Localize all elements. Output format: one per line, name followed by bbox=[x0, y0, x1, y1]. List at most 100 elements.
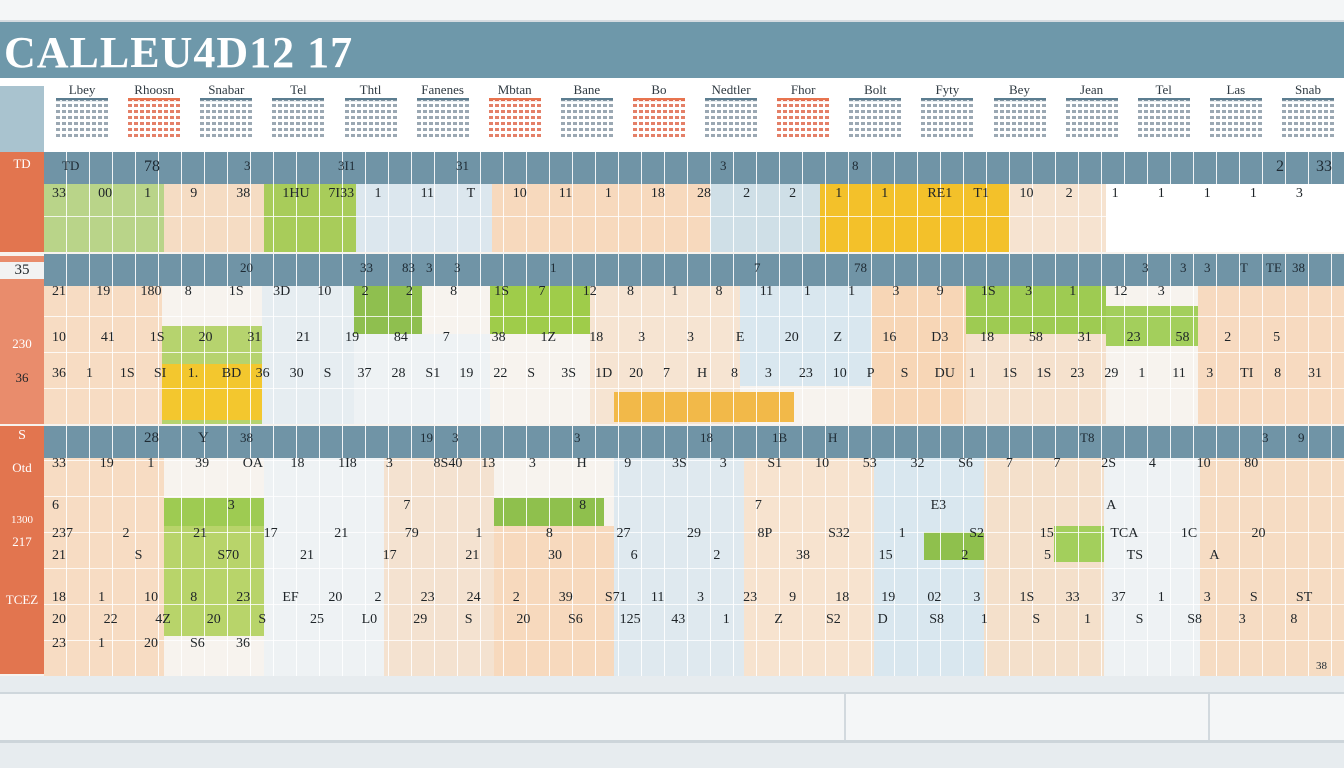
day-number[interactable]: 31 bbox=[1308, 366, 1323, 381]
day-number[interactable]: 38 bbox=[491, 330, 506, 345]
day-number[interactable]: 8 bbox=[579, 498, 587, 513]
day-number[interactable]: 30 bbox=[289, 366, 304, 381]
day-number[interactable]: 00 bbox=[98, 186, 113, 201]
day-number[interactable]: 11 bbox=[1172, 366, 1186, 381]
day-number[interactable]: 7 bbox=[403, 498, 411, 513]
day-number[interactable]: S71 bbox=[604, 590, 627, 605]
day-number[interactable]: Z bbox=[833, 330, 843, 345]
month-column[interactable]: Las bbox=[1206, 78, 1266, 152]
day-number[interactable]: 1 bbox=[85, 366, 93, 381]
day-number[interactable]: L0 bbox=[361, 612, 378, 627]
day-number[interactable]: 19 bbox=[99, 456, 114, 471]
day-number[interactable]: D3 bbox=[931, 330, 949, 345]
day-number[interactable]: 1 bbox=[1157, 186, 1165, 201]
day-number[interactable]: 7 bbox=[1053, 456, 1061, 471]
day-number[interactable]: 1 bbox=[98, 590, 106, 605]
day-number[interactable]: T bbox=[466, 186, 476, 201]
day-number[interactable]: 2S bbox=[1101, 456, 1117, 471]
day-number[interactable]: 30 bbox=[548, 548, 562, 563]
day-number[interactable]: 10 bbox=[1019, 186, 1034, 201]
day-number[interactable]: 4 bbox=[1148, 456, 1156, 471]
day-number[interactable]: 1HU bbox=[282, 186, 310, 201]
day-number[interactable]: A bbox=[1106, 498, 1117, 513]
day-number[interactable]: 1 bbox=[1157, 590, 1165, 605]
day-number[interactable]: 1 bbox=[881, 186, 889, 201]
day-number[interactable]: S bbox=[1135, 612, 1144, 627]
day-number[interactable]: A bbox=[1209, 548, 1220, 563]
day-number[interactable]: 58 bbox=[1028, 330, 1043, 345]
day-number[interactable]: 1 bbox=[835, 186, 843, 201]
day-number[interactable]: 12 bbox=[582, 284, 597, 299]
month-column[interactable]: Thtl bbox=[341, 78, 401, 152]
day-number[interactable]: 2 bbox=[361, 284, 369, 299]
month-column[interactable]: Rhoosn bbox=[124, 78, 184, 152]
day-number[interactable]: 21 bbox=[334, 526, 349, 541]
day-number[interactable]: 21 bbox=[465, 548, 480, 563]
day-number[interactable]: 1. bbox=[187, 366, 199, 381]
day-number[interactable]: 23 bbox=[420, 590, 435, 605]
day-number[interactable]: 2 bbox=[122, 526, 130, 541]
month-column[interactable]: Nedtler bbox=[701, 78, 761, 152]
day-number[interactable]: TI bbox=[1240, 366, 1254, 381]
day-number[interactable]: S bbox=[1032, 612, 1041, 627]
day-number[interactable]: 3 bbox=[385, 456, 393, 471]
day-number[interactable]: 20 bbox=[784, 330, 799, 345]
day-number[interactable]: S bbox=[258, 612, 267, 627]
day-number[interactable]: 2 bbox=[743, 186, 751, 201]
day-number[interactable]: 8 bbox=[627, 284, 634, 299]
month-column[interactable]: Bane bbox=[557, 78, 617, 152]
day-number[interactable]: 3 bbox=[973, 590, 981, 605]
day-number[interactable]: 1 bbox=[968, 366, 976, 381]
day-number[interactable]: 23 bbox=[52, 636, 66, 651]
day-number[interactable]: 1 bbox=[671, 284, 679, 299]
day-number[interactable]: 1D bbox=[595, 366, 613, 381]
day-number[interactable]: 37 bbox=[1111, 590, 1126, 605]
day-number[interactable]: 79 bbox=[404, 526, 419, 541]
day-number[interactable]: 2 bbox=[1224, 330, 1232, 345]
day-number[interactable]: 18 bbox=[589, 330, 604, 345]
month-column[interactable]: Tel bbox=[1134, 78, 1194, 152]
day-number[interactable]: 11 bbox=[420, 186, 435, 201]
day-number[interactable]: 1 bbox=[374, 186, 382, 201]
day-number[interactable]: 3 bbox=[764, 366, 772, 381]
day-number[interactable]: 21 bbox=[52, 284, 66, 299]
day-number[interactable]: 3D bbox=[273, 284, 291, 299]
day-number[interactable]: 1 bbox=[848, 284, 856, 299]
day-number[interactable]: 29 bbox=[413, 612, 428, 627]
day-number[interactable]: 4Z bbox=[155, 612, 171, 627]
day-number[interactable]: 1S bbox=[494, 284, 510, 299]
day-number[interactable]: 38 bbox=[236, 186, 251, 201]
day-number[interactable]: 17 bbox=[382, 548, 397, 563]
day-number[interactable]: 23 bbox=[798, 366, 813, 381]
day-number[interactable]: 2 bbox=[789, 186, 797, 201]
day-number[interactable]: 1 bbox=[803, 284, 811, 299]
day-number[interactable]: 10 bbox=[832, 366, 847, 381]
day-number[interactable]: 20 bbox=[144, 636, 158, 651]
day-number[interactable]: 19 bbox=[345, 330, 360, 345]
day-number[interactable]: 6 bbox=[630, 548, 638, 563]
day-number[interactable]: 23 bbox=[236, 590, 251, 605]
day-number[interactable]: 8 bbox=[730, 366, 738, 381]
day-number[interactable]: 10 bbox=[52, 330, 66, 345]
day-number[interactable]: 10 bbox=[512, 186, 527, 201]
day-number[interactable]: 31 bbox=[247, 330, 262, 345]
day-number[interactable]: 237 bbox=[52, 526, 73, 541]
day-number[interactable]: 20 bbox=[52, 612, 66, 627]
day-number[interactable]: 43 bbox=[671, 612, 686, 627]
day-number[interactable]: 2 bbox=[713, 548, 721, 563]
month-column[interactable]: Bo bbox=[629, 78, 689, 152]
month-column[interactable]: Jean bbox=[1062, 78, 1122, 152]
day-number[interactable]: 1 bbox=[1203, 186, 1211, 201]
day-number[interactable]: 3 bbox=[1295, 186, 1303, 201]
day-number[interactable]: 36 bbox=[255, 366, 270, 381]
day-number[interactable]: S bbox=[527, 366, 536, 381]
day-number[interactable]: H bbox=[576, 456, 587, 471]
day-number[interactable]: 10 bbox=[317, 284, 332, 299]
day-number[interactable]: 58 bbox=[1175, 330, 1190, 345]
month-column[interactable]: Bolt bbox=[845, 78, 905, 152]
day-number[interactable]: 2 bbox=[374, 590, 382, 605]
day-number[interactable]: 20 bbox=[516, 612, 531, 627]
day-number[interactable]: 7 bbox=[442, 330, 450, 345]
day-number[interactable]: 7 bbox=[538, 284, 546, 299]
day-number[interactable]: 28 bbox=[697, 186, 711, 201]
